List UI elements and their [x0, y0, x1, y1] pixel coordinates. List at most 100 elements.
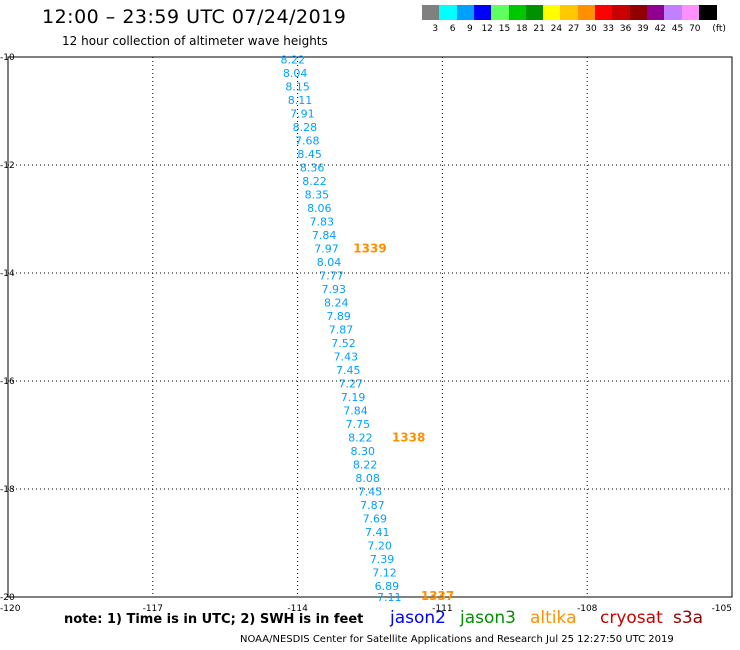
legend-swatch: [456, 5, 475, 20]
legend-swatch: [543, 5, 562, 20]
wave-height-label: 7.91: [290, 108, 315, 121]
legend-swatch: [560, 5, 579, 20]
y-tick-label: -16: [0, 377, 15, 387]
legend-label: 15: [498, 24, 511, 34]
legend-swatch: [525, 5, 544, 20]
satellite-s3a: s3a: [673, 608, 704, 628]
legend-label: 39: [637, 24, 649, 34]
wave-height-label: 7.45: [336, 364, 361, 377]
wave-height-label: 7.20: [367, 540, 392, 553]
wave-height-label: 7.89: [326, 310, 351, 323]
legend-label: 9: [467, 24, 473, 34]
satellite-jason2: jason2: [390, 608, 446, 628]
wave-height-label: 7.75: [346, 418, 371, 431]
legend-label: 45: [671, 24, 684, 34]
x-tick-label: -120: [0, 604, 21, 614]
wave-height-label: 8.36: [300, 162, 325, 175]
wave-height-label: 8.22: [281, 54, 306, 67]
wave-height-label: 8.15: [285, 81, 310, 94]
wave-height-label: 7.41: [365, 526, 390, 539]
wave-height-label: 8.06: [307, 202, 332, 215]
pass-time-label: 1338: [392, 431, 425, 445]
wave-height-label: 8.08: [355, 472, 380, 485]
legend-label: 21: [533, 24, 545, 34]
wave-height-label: 7.97: [314, 243, 339, 256]
y-tick-label: -12: [0, 161, 15, 171]
y-tick-label: -14: [0, 269, 15, 279]
y-tick-label: -20: [0, 593, 15, 603]
wave-height-label: 7.68: [295, 135, 320, 148]
wave-height-label: 7.12: [372, 567, 397, 580]
wave-height-label: 8.45: [297, 148, 322, 161]
y-tick-label: -18: [0, 485, 15, 495]
wave-height-label: 7.84: [312, 229, 337, 242]
wave-height-label: 7.27: [338, 378, 363, 391]
note-text: note: 1) Time is in UTC; 2) SWH is in fe…: [64, 612, 364, 627]
wave-height-label: 8.22: [348, 432, 373, 445]
legend-label: 30: [585, 24, 597, 34]
legend-label: 6: [449, 24, 456, 34]
x-tick-label: -111: [432, 604, 452, 614]
chart-title: 12:00 – 23:59 UTC 07/24/2019: [42, 6, 347, 28]
legend-swatch: [698, 5, 717, 20]
legend-label: 70: [689, 24, 701, 34]
legend-swatch: [577, 5, 596, 20]
wave-height-label: 7.87: [360, 499, 385, 512]
footer-credit: NOAA/NESDIS Center for Satellite Applica…: [240, 634, 674, 645]
wave-height-label: 7.87: [329, 324, 354, 337]
wave-height-label: 7.83: [309, 216, 334, 229]
wave-height-label: 7.84: [343, 405, 368, 418]
wave-height-label: 7.45: [358, 486, 383, 499]
satellite-cryosat: cryosat: [600, 608, 663, 628]
x-tick-label: -114: [287, 604, 308, 614]
wave-height-label: 8.28: [293, 121, 318, 134]
legend-label: 36: [619, 24, 632, 34]
legend-label: 27: [567, 24, 580, 34]
legend-swatch: [681, 5, 700, 20]
legend-swatch: [508, 5, 527, 20]
wave-height-label: 7.39: [370, 553, 395, 566]
satellite-altika: altika: [530, 608, 577, 628]
wave-height-label: 8.24: [324, 297, 349, 310]
wave-height-label: 8.11: [288, 94, 313, 107]
wave-height-label: 8.04: [283, 67, 308, 80]
pass-time-label: 1339: [353, 242, 386, 256]
wave-height-label: 7.11: [377, 591, 402, 604]
wave-height-label: 7.69: [363, 513, 388, 526]
x-tick-label: -105: [712, 604, 732, 614]
legend-swatch: [473, 5, 492, 20]
legend-label: 12: [481, 24, 493, 34]
legend-label: 33: [602, 24, 615, 34]
legend-label: 18: [516, 24, 528, 34]
wave-height-label: 7.93: [322, 283, 347, 296]
wave-height-label: 8.22: [302, 175, 327, 188]
wave-height-label: 8.30: [351, 445, 376, 458]
legend-swatch: [422, 5, 440, 20]
wave-height-label: 6.89: [375, 580, 400, 593]
wave-height-label: 7.52: [331, 337, 356, 350]
satellite-jason3: jason3: [460, 608, 516, 628]
legend-swatch: [629, 5, 648, 20]
wave-height-label: 8.04: [317, 256, 342, 269]
legend-swatch: [439, 5, 458, 20]
x-tick-label: -117: [143, 604, 163, 614]
legend-swatch: [664, 5, 683, 20]
legend-swatch: [595, 5, 613, 20]
legend-unit-label: (ft): [712, 24, 726, 34]
legend-label: 24: [550, 24, 563, 34]
wave-height-label: 7.43: [334, 351, 359, 364]
legend-swatch: [612, 5, 631, 20]
legend-swatch: [491, 5, 510, 20]
wave-height-label: 7.19: [341, 391, 366, 404]
x-tick-label: -108: [577, 604, 598, 614]
chart-subtitle: 12 hour collection of altimeter wave hei…: [62, 34, 328, 48]
wave-height-label: 7.77: [319, 270, 344, 283]
legend-label: 3: [432, 24, 439, 34]
pass-time-label: 1337: [421, 589, 454, 603]
legend-label: 42: [654, 24, 666, 34]
plot-frame: [7, 56, 733, 598]
wave-height-label: 8.22: [353, 459, 378, 472]
legend-swatch: [646, 5, 665, 20]
wave-height-label: 8.35: [305, 189, 330, 202]
